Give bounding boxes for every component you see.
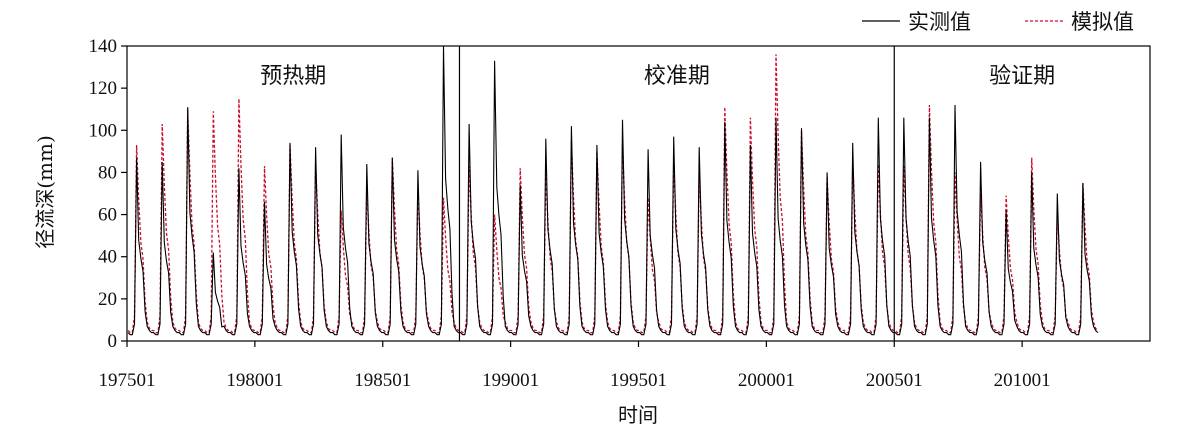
legend-simulated-label: 模拟值	[1071, 10, 1134, 34]
x-tick-label: 198001	[226, 370, 283, 391]
x-tick-label: 197501	[99, 370, 156, 391]
simulated-series-line	[127, 54, 1099, 334]
plot-frame	[126, 45, 1151, 342]
y-tick-label: 20	[98, 289, 117, 310]
y-axis-title: 径流深(mm)	[33, 135, 57, 249]
y-axis-ticks: 0 20 40 60 80 100 120 140	[89, 36, 127, 352]
x-tick-label: 201001	[994, 370, 1051, 391]
y-tick-label: 100	[89, 120, 118, 141]
x-tick-label: 199501	[610, 370, 667, 391]
observed-series-line	[127, 45, 1099, 336]
x-tick-label: 200001	[738, 370, 795, 391]
observed-series-group	[127, 45, 1099, 336]
axes	[126, 45, 1151, 342]
simulated-series-group	[127, 54, 1099, 334]
y-tick-label: 40	[98, 247, 117, 268]
period-label: 预热期	[260, 64, 326, 89]
y-tick-label: 80	[98, 162, 117, 183]
legend-observed-label: 实测值	[908, 10, 971, 34]
period-label: 校准期	[644, 64, 710, 89]
x-tick-label: 199001	[482, 370, 539, 391]
period-dividers: 预热期 校准期 验证期	[260, 46, 1055, 341]
legend: 实测值 模拟值	[862, 10, 1134, 34]
x-axis-title: 时间	[618, 403, 658, 427]
x-tick-label: 200501	[866, 370, 923, 391]
x-tick-label: 198501	[354, 370, 411, 391]
y-tick-label: 60	[98, 205, 117, 226]
y-tick-label: 120	[89, 78, 118, 99]
x-axis-ticks: 197501 198001 198501 199001 199501 200001 2005…	[99, 341, 1051, 391]
y-tick-label: 0	[108, 331, 118, 352]
period-label: 验证期	[989, 64, 1055, 89]
y-tick-label: 140	[89, 36, 118, 57]
